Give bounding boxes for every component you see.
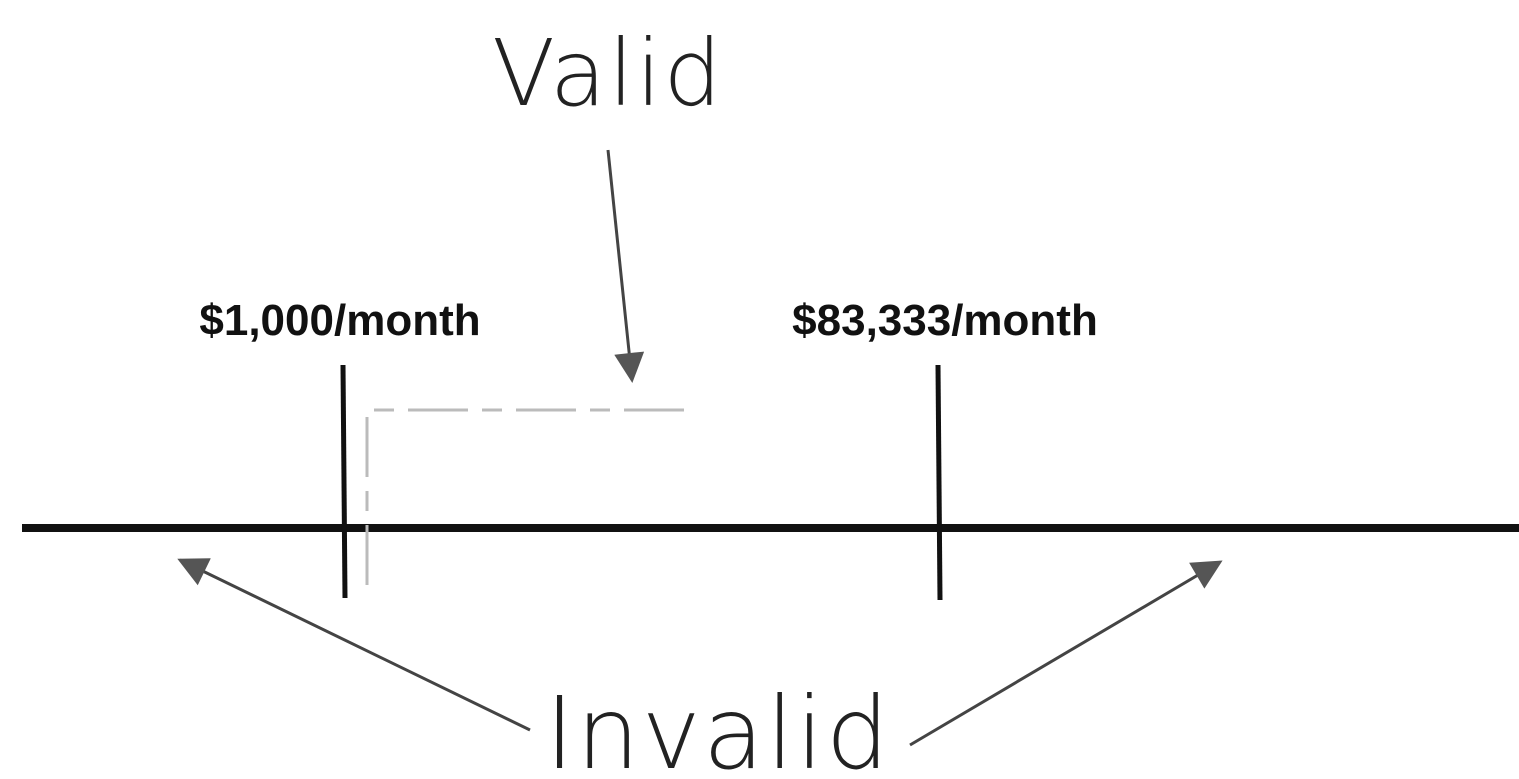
- upper-bound-label: $83,333/month: [792, 296, 1098, 345]
- upper-bound-tick: [935, 364, 943, 601]
- invalid-arrow-right: [909, 560, 1223, 747]
- lower-bound-label: $1,000/month: [199, 296, 480, 345]
- valid-arrow: [606, 149, 645, 383]
- valid-range-bracket: [365, 408, 690, 585]
- invalid-label: Invalid: [545, 675, 891, 779]
- lower-bound-tick: [340, 364, 348, 599]
- valid-label: Valid: [492, 20, 724, 127]
- invalid-arrow-left: [177, 558, 531, 732]
